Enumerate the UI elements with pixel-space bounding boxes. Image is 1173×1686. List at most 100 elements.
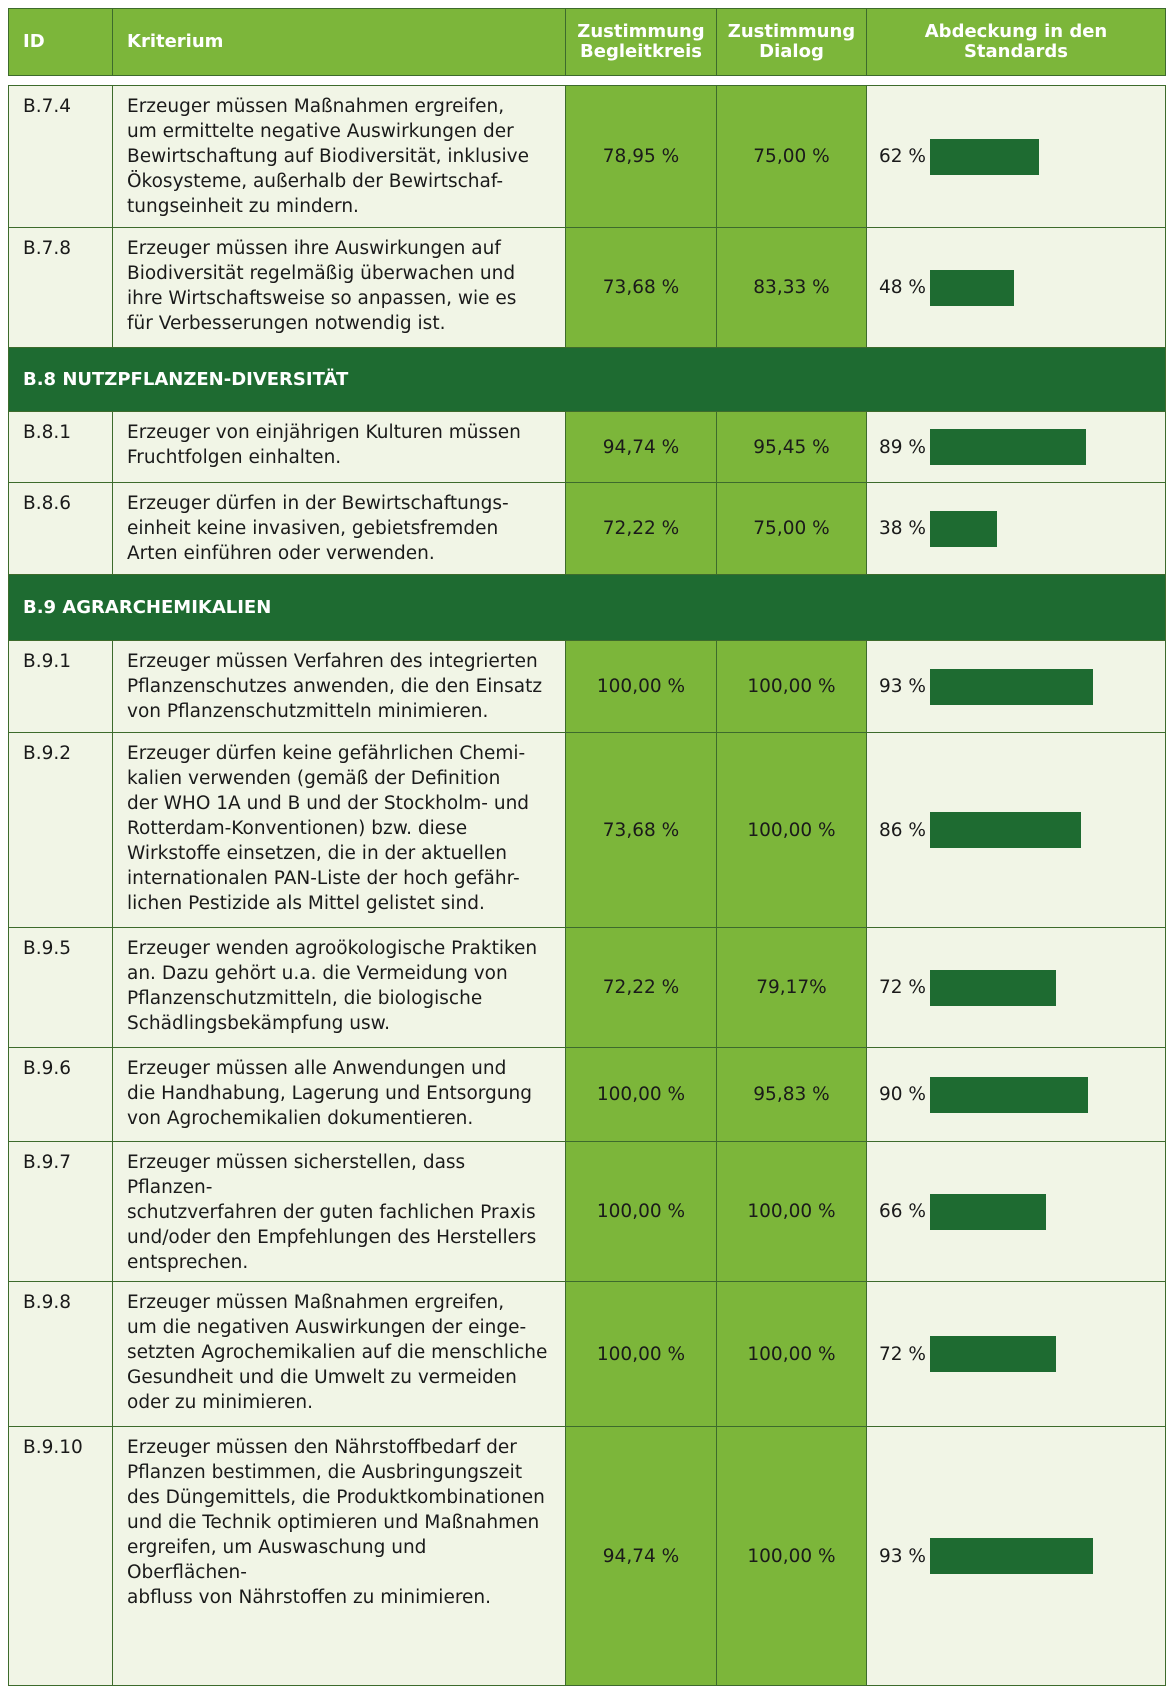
id-cell: B.9.7 (8, 1141, 113, 1282)
begleitkreis-cell: 78,95 % (565, 85, 717, 228)
coverage-cell: 93 % (866, 1426, 1166, 1686)
coverage: 93 % (879, 1538, 1165, 1574)
id-cell: B.9.5 (8, 927, 113, 1048)
header-cell: Zustimmung Dialog (716, 8, 867, 76)
section-row: B.9 AGRARCHEMIKALIEN (8, 574, 1166, 641)
id-cell: B.7.8 (8, 227, 113, 348)
coverage-cell: 86 % (866, 732, 1166, 928)
criterion-cell: Erzeuger müssen sicherstellen, dass Pfla… (112, 1141, 566, 1282)
coverage-bar (930, 429, 1086, 465)
dialog-cell: 75,00 % (716, 85, 867, 228)
begleitkreis-cell: 73,68 % (565, 732, 717, 928)
table-row: B.7.4 Erzeuger müssen Maßnahmen ergreifen… (8, 85, 1166, 228)
coverage-cell: 90 % (866, 1047, 1166, 1142)
table-row: B.9.7 Erzeuger müssen sicherstellen, dass… (8, 1141, 1166, 1282)
coverage-bar (930, 1336, 1056, 1372)
criterion-cell: Erzeuger müssen den Nährstoffbedarf der … (112, 1426, 566, 1686)
coverage-bar (930, 138, 1039, 175)
dialog-cell: 75,00 % (716, 482, 867, 575)
coverage-bar (930, 969, 1056, 1006)
criterion-cell: Erzeuger dürfen keine gefährlichen Chemi… (112, 732, 566, 928)
header-cell: Kriterium (112, 8, 566, 76)
coverage: 38 % (879, 510, 1165, 547)
coverage-bar (930, 1193, 1046, 1230)
header-cell: ID (8, 8, 113, 76)
coverage: 72 % (879, 1336, 1165, 1372)
coverage-cell: 89 % (866, 411, 1166, 483)
coverage-cell: 38 % (866, 482, 1166, 575)
id-cell: B.7.4 (8, 85, 113, 228)
begleitkreis-cell: 72,22 % (565, 927, 717, 1048)
begleitkreis-cell: 100,00 % (565, 640, 717, 733)
coverage: 93 % (879, 668, 1165, 705)
id-cell: B.8.1 (8, 411, 113, 483)
coverage-cell: 93 % (866, 640, 1166, 733)
dialog-cell: 83,33 % (716, 227, 867, 348)
criterion-cell: Erzeuger müssen ihre Auswirkungen auf Bi… (112, 227, 566, 348)
criteria-table: ID Kriterium Zustimmung Begleitkreis Zus… (8, 8, 1166, 1686)
coverage-bar (930, 269, 1014, 306)
table-row: B.9.5 Erzeuger wenden agroökologische Pra… (8, 927, 1166, 1048)
coverage-label: 66 % (879, 1201, 926, 1222)
id-cell: B.9.1 (8, 640, 113, 733)
coverage-label: 93 % (879, 676, 926, 697)
begleitkreis-cell: 73,68 % (565, 227, 717, 348)
criterion-cell: Erzeuger dürfen in der Bewirtschaftungs-… (112, 482, 566, 575)
coverage-label: 93 % (879, 1545, 926, 1567)
coverage-label: 38 % (879, 518, 926, 539)
header-cell: Abdeckung in den Standards (866, 8, 1166, 76)
coverage: 48 % (879, 269, 1165, 306)
coverage-bar (930, 1538, 1093, 1574)
header-cell: Zustimmung Begleitkreis (565, 8, 717, 76)
coverage-bar (930, 510, 997, 547)
begleitkreis-cell: 100,00 % (565, 1047, 717, 1142)
coverage: 66 % (879, 1193, 1165, 1230)
begleitkreis-cell: 100,00 % (565, 1281, 717, 1427)
dialog-cell: 79,17% (716, 927, 867, 1048)
criterion-cell: Erzeuger müssen Verfahren des integriert… (112, 640, 566, 733)
table-row: B.9.1 Erzeuger müssen Verfahren des integ… (8, 640, 1166, 733)
coverage-cell: 48 % (866, 227, 1166, 348)
table-row: B.9.6 Erzeuger müssen alle Anwendungen un… (8, 1047, 1166, 1142)
coverage: 90 % (879, 1076, 1165, 1113)
id-cell: B.9.2 (8, 732, 113, 928)
table-row: B.7.8 Erzeuger müssen ihre Auswirkungen a… (8, 227, 1166, 348)
begleitkreis-cell: 94,74 % (565, 1426, 717, 1686)
dialog-cell: 100,00 % (716, 732, 867, 928)
dialog-cell: 100,00 % (716, 1141, 867, 1282)
id-cell: B.8.6 (8, 482, 113, 575)
coverage-cell: 62 % (866, 85, 1166, 228)
coverage-label: 48 % (879, 277, 926, 298)
coverage: 89 % (879, 429, 1165, 465)
coverage-cell: 72 % (866, 927, 1166, 1048)
dialog-cell: 100,00 % (716, 1281, 867, 1427)
section-title: B.9 AGRARCHEMIKALIEN (8, 574, 1166, 641)
section-row: B.8 NUTZPFLANZEN-DIVERSITÄT (8, 347, 1166, 412)
coverage-label: 86 % (879, 819, 926, 841)
criterion-cell: Erzeuger müssen Maßnahmen ergreifen, um … (112, 1281, 566, 1427)
coverage-label: 62 % (879, 146, 926, 167)
coverage-bar (930, 812, 1081, 848)
coverage-label: 89 % (879, 436, 926, 458)
coverage: 62 % (879, 138, 1165, 175)
table-row: B.9.2 Erzeuger dürfen keine gefährlichen … (8, 732, 1166, 928)
coverage-label: 72 % (879, 1343, 926, 1365)
begleitkreis-cell: 100,00 % (565, 1141, 717, 1282)
table-row: B.9.8 Erzeuger müssen Maßnahmen ergreifen… (8, 1281, 1166, 1427)
criterion-cell: Erzeuger müssen Maßnahmen ergreifen, um … (112, 85, 566, 228)
table-row: B.8.1 Erzeuger von einjährigen Kulturen m… (8, 411, 1166, 483)
coverage-label: 90 % (879, 1084, 926, 1105)
id-cell: B.9.8 (8, 1281, 113, 1427)
criterion-cell: Erzeuger von einjährigen Kulturen müssen… (112, 411, 566, 483)
section-title: B.8 NUTZPFLANZEN-DIVERSITÄT (8, 347, 1166, 412)
coverage-cell: 72 % (866, 1281, 1166, 1427)
criterion-cell: Erzeuger wenden agroökologische Praktike… (112, 927, 566, 1048)
begleitkreis-cell: 72,22 % (565, 482, 717, 575)
dialog-cell: 100,00 % (716, 640, 867, 733)
table-header: ID Kriterium Zustimmung Begleitkreis Zus… (8, 8, 1166, 76)
id-cell: B.9.10 (8, 1426, 113, 1686)
table-wrap: ID Kriterium Zustimmung Begleitkreis Zus… (8, 8, 1166, 1686)
coverage-label: 72 % (879, 977, 926, 998)
coverage-bar (930, 668, 1093, 705)
